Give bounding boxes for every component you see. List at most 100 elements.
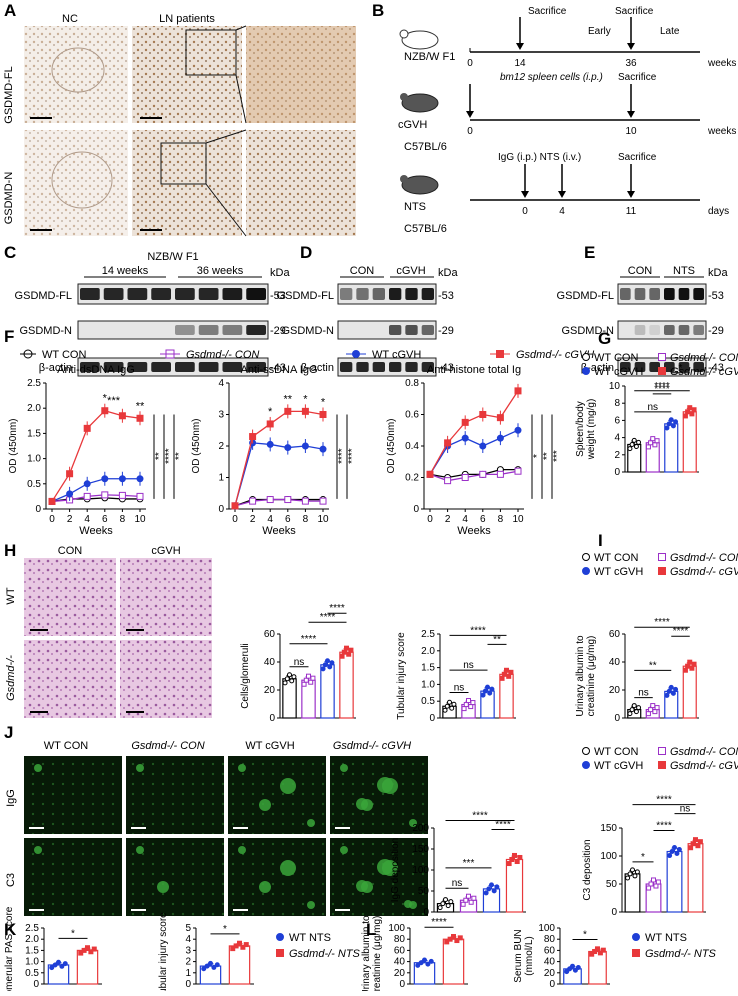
y-axis-label: Tubular injury score bbox=[396, 632, 407, 720]
y-axis-label: IgG deposition bbox=[390, 838, 401, 903]
sig-label: **** bbox=[470, 625, 486, 636]
data-point bbox=[502, 672, 506, 676]
data-point bbox=[505, 668, 509, 672]
y-axis-label: Cells/glomeruli bbox=[240, 643, 251, 709]
ihc-zoom-fl-texture bbox=[246, 26, 356, 123]
data-point bbox=[665, 426, 669, 430]
data-point bbox=[119, 413, 125, 419]
data-point bbox=[583, 568, 590, 575]
data-point bbox=[635, 870, 639, 874]
data-point bbox=[445, 478, 451, 484]
data-point bbox=[628, 712, 632, 716]
legend-j-3: Gsdmd-/- cGVH bbox=[670, 760, 738, 772]
cgvh-unit: weeks bbox=[707, 126, 736, 137]
f-legend-2: WT cGVH bbox=[372, 349, 421, 361]
y-axis-label: Spleen/body bbox=[575, 401, 586, 457]
data-point bbox=[320, 412, 326, 418]
y-tick-label: 0.5 bbox=[27, 479, 41, 490]
x-tick-label: 8 bbox=[303, 514, 309, 525]
blot-band bbox=[373, 288, 385, 300]
blot-band bbox=[679, 325, 690, 335]
y-tick-label: 0.5 bbox=[421, 696, 435, 707]
j-row-c3: C3 bbox=[5, 873, 17, 887]
y-tick-label: 0.4 bbox=[405, 441, 419, 452]
data-point bbox=[692, 408, 696, 412]
data-point bbox=[507, 674, 511, 678]
sig-label: **** bbox=[656, 821, 672, 832]
y-tick-label: 5 bbox=[185, 923, 191, 934]
data-point bbox=[467, 699, 471, 703]
bar bbox=[443, 939, 463, 984]
if-signal bbox=[259, 799, 271, 811]
y-tick-label: 4 bbox=[218, 378, 224, 389]
data-point bbox=[446, 904, 450, 908]
data-point bbox=[669, 685, 673, 689]
arrowhead bbox=[558, 191, 566, 198]
sig-label: ns bbox=[680, 804, 691, 815]
y-axis-label: weight (mg/g) bbox=[586, 399, 597, 461]
mouse-ear bbox=[400, 175, 408, 183]
cgvh-top: bm12 spleen cells (i.p.) bbox=[500, 72, 603, 83]
if-signal bbox=[238, 764, 246, 772]
panel-label-h: H bbox=[4, 541, 16, 560]
y-tick-label: 40 bbox=[394, 957, 406, 968]
panel-label-b: B bbox=[372, 1, 384, 20]
data-point bbox=[302, 443, 308, 449]
data-point bbox=[480, 412, 486, 418]
series-line bbox=[430, 430, 518, 474]
data-point bbox=[304, 678, 308, 682]
nzb-t2: 36 bbox=[625, 58, 637, 69]
data-point bbox=[320, 498, 326, 504]
sig-label: ** bbox=[493, 634, 501, 645]
data-point bbox=[285, 445, 291, 451]
h-row-wt: WT bbox=[5, 587, 17, 604]
blot-band bbox=[389, 325, 401, 335]
y-axis-label: Tubular injury score bbox=[158, 912, 169, 991]
data-point bbox=[515, 468, 521, 474]
y-tick-label: 10 bbox=[609, 381, 621, 392]
blot-band bbox=[422, 325, 434, 335]
data-point bbox=[649, 882, 653, 886]
j-col-2: WT cGVH bbox=[245, 740, 294, 752]
nts-t1: 4 bbox=[559, 206, 565, 217]
blot-kda: kDa bbox=[708, 267, 728, 279]
x-tick-label: 6 bbox=[480, 514, 486, 525]
data-point bbox=[583, 748, 590, 755]
bar bbox=[500, 674, 513, 718]
data-point bbox=[311, 676, 315, 680]
data-point bbox=[320, 446, 326, 452]
y-tick-label: 4 bbox=[185, 934, 191, 945]
data-point bbox=[285, 677, 289, 681]
data-point bbox=[659, 554, 666, 561]
y-tick-label: 0.5 bbox=[25, 968, 39, 979]
data-point bbox=[488, 691, 492, 695]
significance-star: ** bbox=[284, 393, 293, 405]
y-tick-label: 2.0 bbox=[27, 403, 41, 414]
j-row-igg: IgG bbox=[5, 789, 17, 807]
y-tick-label: 20 bbox=[264, 685, 276, 696]
y-tick-label: 0 bbox=[33, 979, 39, 990]
y-tick-label: 200 bbox=[412, 823, 429, 834]
data-point bbox=[637, 440, 641, 444]
y-tick-label: 6 bbox=[614, 415, 620, 426]
y-tick-label: 50 bbox=[418, 886, 430, 897]
blot-mw: -29 bbox=[708, 325, 724, 337]
blot-band bbox=[635, 288, 646, 300]
arrowhead bbox=[627, 191, 635, 198]
mouse-ear bbox=[400, 30, 408, 38]
data-point bbox=[668, 854, 672, 858]
blot-strip bbox=[618, 284, 706, 304]
blot-band bbox=[199, 288, 219, 300]
y-tick-label: 80 bbox=[394, 934, 406, 945]
x-tick-label: 0 bbox=[427, 514, 433, 525]
blot-band bbox=[635, 325, 646, 335]
data-point bbox=[438, 906, 442, 910]
nzb-late: Late bbox=[660, 26, 680, 37]
data-point bbox=[631, 868, 635, 872]
h-col-con: CON bbox=[58, 545, 83, 557]
